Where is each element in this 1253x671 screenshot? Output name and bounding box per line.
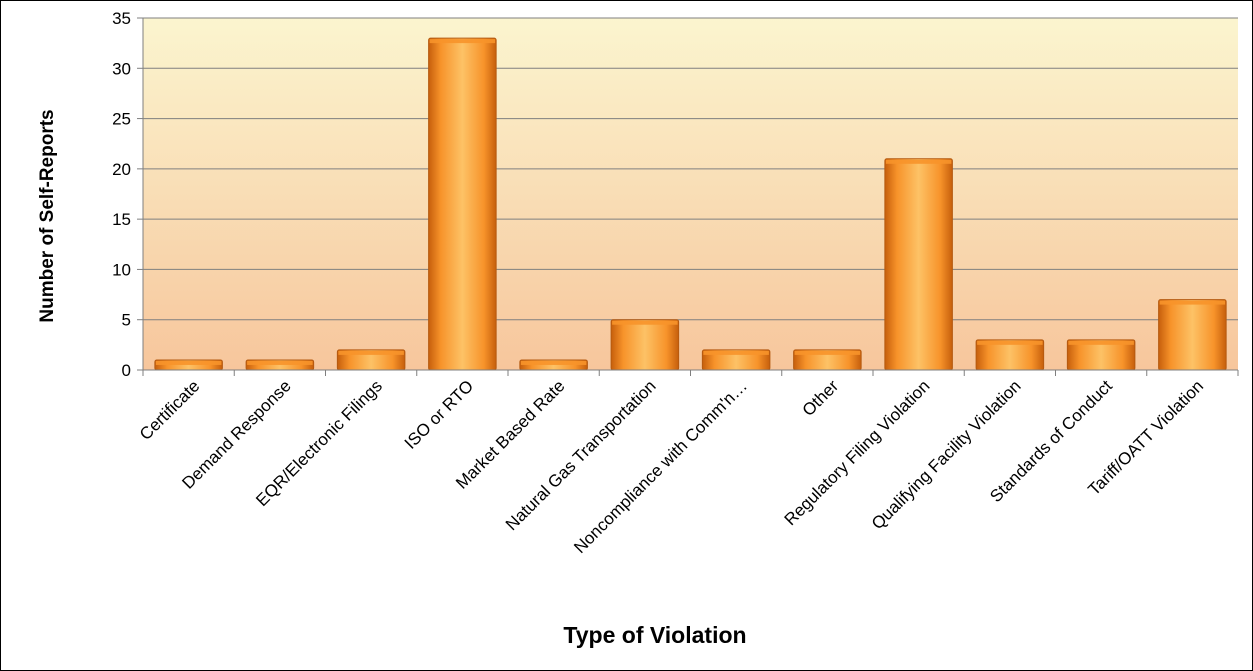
bar-cap xyxy=(520,360,587,365)
bar xyxy=(610,319,680,371)
x-category-label: Qualifying Facility Violation xyxy=(868,376,1025,533)
axes xyxy=(137,17,1239,376)
bar xyxy=(1158,299,1227,371)
x-axis-title: Type of Violation xyxy=(563,622,746,648)
gridlines xyxy=(143,17,1238,321)
x-category-label: Certificate xyxy=(136,376,204,444)
bars xyxy=(154,37,1227,371)
y-tick-label: 10 xyxy=(112,260,131,279)
y-tick-label: 5 xyxy=(122,311,131,330)
bar-cap xyxy=(612,320,678,325)
bar xyxy=(884,158,953,371)
y-tick-label: 20 xyxy=(112,160,131,179)
x-category-label: Regulatory Filing Violation xyxy=(781,376,934,529)
bar-cap xyxy=(155,360,222,365)
y-tick-label: 15 xyxy=(112,210,131,229)
bar-cap xyxy=(703,350,769,355)
bar-cap xyxy=(338,350,404,355)
plot-area xyxy=(143,18,1238,370)
bar-cap xyxy=(977,340,1043,345)
bar-cap xyxy=(1068,340,1134,345)
bar-cap xyxy=(885,159,952,164)
bar-cap xyxy=(1159,300,1226,305)
y-axis-title: Number of Self-Reports xyxy=(37,109,58,322)
x-category-label: Noncompliance with Comm'n… xyxy=(570,376,751,557)
y-tick-label: 35 xyxy=(112,9,131,28)
bar-cap xyxy=(247,360,313,365)
bar-cap xyxy=(429,39,496,44)
y-tick-label: 25 xyxy=(112,110,131,129)
x-category-label: ISO or RTO xyxy=(401,376,477,452)
x-category-label: Other xyxy=(799,376,843,420)
x-category-label: Natural Gas Transportation xyxy=(502,376,660,534)
bar xyxy=(428,37,497,371)
bar-cap xyxy=(794,350,861,355)
y-tick-label: 0 xyxy=(122,361,131,380)
y-tick-label: 30 xyxy=(112,59,131,78)
y-tick-labels: 0 5 10 15 20 25 30 35 xyxy=(112,9,131,380)
